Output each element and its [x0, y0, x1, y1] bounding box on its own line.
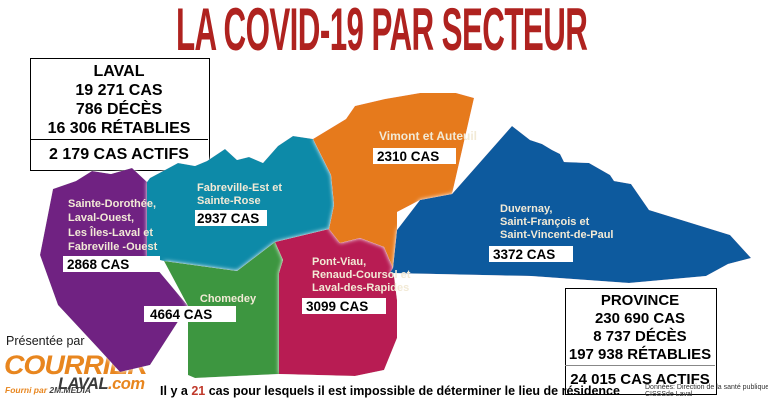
- svg-text:Chomedey: Chomedey: [200, 293, 257, 305]
- svg-text:Saint-Vincent-de-Paul: Saint-Vincent-de-Paul: [500, 229, 613, 241]
- svg-text:Pont-Viau,: Pont-Viau,: [312, 256, 366, 268]
- svg-text:Laval-des-Rapides: Laval-des-Rapides: [312, 282, 409, 294]
- svg-text:Fabreville -Ouest: Fabreville -Ouest: [68, 241, 158, 253]
- svg-text:Les Îles-Laval et: Les Îles-Laval et: [68, 226, 153, 239]
- svg-text:4664 CAS: 4664 CAS: [150, 307, 212, 322]
- svg-text:3372 CAS: 3372 CAS: [493, 247, 555, 262]
- svg-text:2310 CAS: 2310 CAS: [377, 149, 439, 164]
- svg-text:Sainte-Rose: Sainte-Rose: [197, 195, 261, 207]
- svg-text:Sainte-Dorothée,: Sainte-Dorothée,: [68, 198, 156, 210]
- svg-text:Fabreville-Est et: Fabreville-Est et: [197, 182, 282, 194]
- svg-text:3099 CAS: 3099 CAS: [306, 299, 368, 314]
- svg-text:Laval-Ouest,: Laval-Ouest,: [68, 212, 134, 224]
- svg-text:Saint-François et: Saint-François et: [500, 216, 590, 228]
- svg-text:Duvernay,: Duvernay,: [500, 203, 552, 215]
- svg-text:2868 CAS: 2868 CAS: [67, 257, 129, 272]
- svg-text:Vimont et Auteuil: Vimont et Auteuil: [379, 129, 477, 143]
- svg-text:2937 CAS: 2937 CAS: [197, 211, 259, 226]
- svg-text:Renaud-Coursol et: Renaud-Coursol et: [312, 269, 411, 281]
